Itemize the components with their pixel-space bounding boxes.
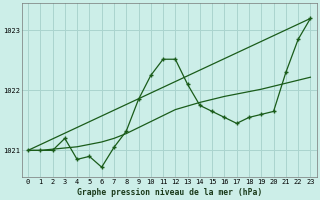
X-axis label: Graphe pression niveau de la mer (hPa): Graphe pression niveau de la mer (hPa) <box>76 188 262 197</box>
